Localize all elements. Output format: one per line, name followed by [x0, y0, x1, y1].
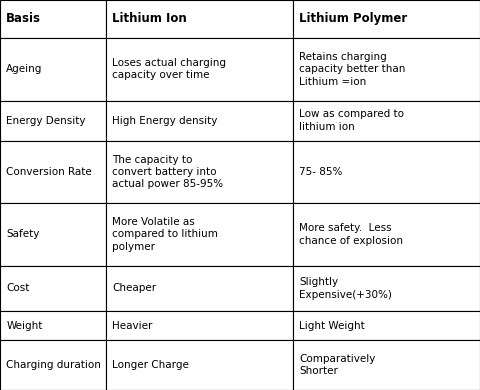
Text: Ageing: Ageing — [6, 64, 43, 74]
Text: Light Weight: Light Weight — [299, 321, 365, 331]
Text: 75- 85%: 75- 85% — [299, 167, 343, 177]
Bar — [106, 141, 293, 203]
Bar — [0, 203, 106, 266]
Text: Low as compared to
lithium ion: Low as compared to lithium ion — [299, 109, 404, 132]
Text: Lithium Ion: Lithium Ion — [112, 12, 187, 25]
Text: More safety.  Less
chance of explosion: More safety. Less chance of explosion — [299, 223, 403, 246]
Bar — [293, 38, 480, 101]
Bar — [293, 101, 480, 141]
Bar — [106, 0, 293, 38]
Bar — [293, 311, 480, 340]
Bar — [293, 266, 480, 311]
Bar — [106, 311, 293, 340]
Bar — [0, 340, 106, 390]
Bar — [0, 266, 106, 311]
Bar — [0, 311, 106, 340]
Text: High Energy density: High Energy density — [112, 115, 217, 126]
Text: Longer Charge: Longer Charge — [112, 360, 189, 370]
Bar — [293, 141, 480, 203]
Bar — [0, 101, 106, 141]
Text: Charging duration: Charging duration — [6, 360, 101, 370]
Text: Cost: Cost — [6, 284, 30, 293]
Text: Comparatively
Shorter: Comparatively Shorter — [299, 354, 375, 376]
Text: Retains charging
capacity better than
Lithium =ion: Retains charging capacity better than Li… — [299, 52, 406, 87]
Text: Safety: Safety — [6, 229, 40, 239]
Bar — [293, 203, 480, 266]
Text: More Volatile as
compared to lithium
polymer: More Volatile as compared to lithium pol… — [112, 217, 218, 252]
Text: Conversion Rate: Conversion Rate — [6, 167, 92, 177]
Bar — [106, 38, 293, 101]
Text: The capacity to
convert battery into
actual power 85-95%: The capacity to convert battery into act… — [112, 154, 223, 189]
Text: Slightly
Expensive(+30%): Slightly Expensive(+30%) — [299, 277, 392, 300]
Text: Heavier: Heavier — [112, 321, 153, 331]
Text: Loses actual charging
capacity over time: Loses actual charging capacity over time — [112, 58, 226, 80]
Bar — [0, 0, 106, 38]
Bar — [293, 0, 480, 38]
Bar — [106, 101, 293, 141]
Bar — [293, 340, 480, 390]
Text: Energy Density: Energy Density — [6, 115, 86, 126]
Bar — [106, 266, 293, 311]
Bar — [106, 203, 293, 266]
Bar — [0, 141, 106, 203]
Text: Lithium Polymer: Lithium Polymer — [299, 12, 408, 25]
Text: Weight: Weight — [6, 321, 43, 331]
Text: Cheaper: Cheaper — [112, 284, 156, 293]
Text: Basis: Basis — [6, 12, 41, 25]
Bar — [106, 340, 293, 390]
Bar — [0, 38, 106, 101]
